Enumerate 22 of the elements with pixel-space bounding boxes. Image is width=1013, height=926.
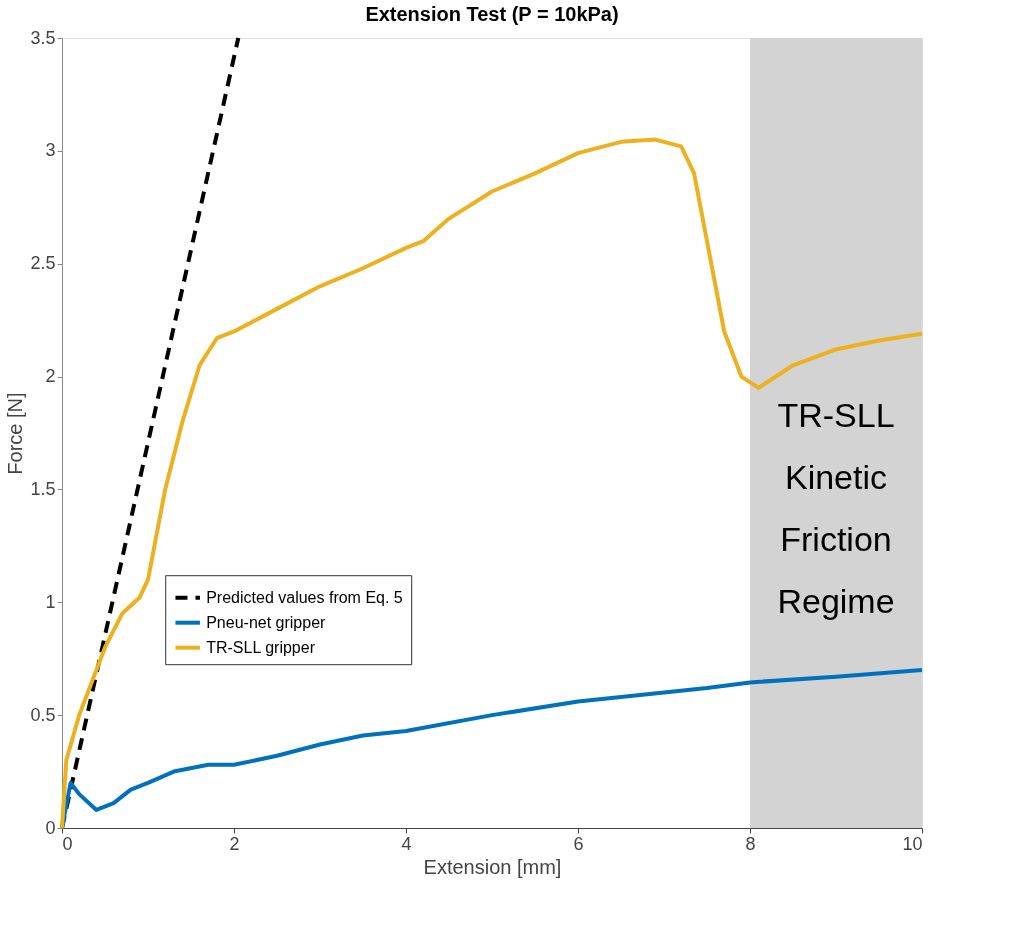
x-tick-label: 8 (745, 833, 756, 854)
y-tick-label: 1.5 (30, 478, 56, 499)
legend-label: Pneu-net gripper (206, 613, 327, 631)
x-tick-label: 10 (902, 833, 923, 854)
y-tick-label: 0 (45, 817, 56, 838)
y-tick-label: 3 (45, 140, 56, 161)
x-tick-label: 0 (62, 833, 73, 854)
y-tick-label: 0.5 (30, 704, 56, 725)
legend-label: TR-SLL gripper (206, 638, 316, 656)
line-series (60, 137, 924, 830)
y-tick-label: 1 (45, 591, 56, 612)
y-tick-label: 2.5 (30, 253, 56, 274)
x-tick-label: 2 (229, 833, 240, 854)
y-axis-title: Force [N] (4, 392, 27, 475)
x-tick-label: 4 (401, 833, 412, 854)
y-tick-label: 2 (45, 366, 56, 387)
x-axis-title: Extension [mm] (423, 855, 562, 878)
y-tick-label: 3.5 (30, 27, 56, 48)
band-label: TR-SLL Kinetic Friction Regime (777, 396, 895, 621)
x-tick-label: 6 (573, 833, 584, 854)
chart-title: Extension Test (P = 10kPa) (365, 3, 619, 25)
legend-label: Predicted values from Eq. 5 (206, 588, 403, 606)
